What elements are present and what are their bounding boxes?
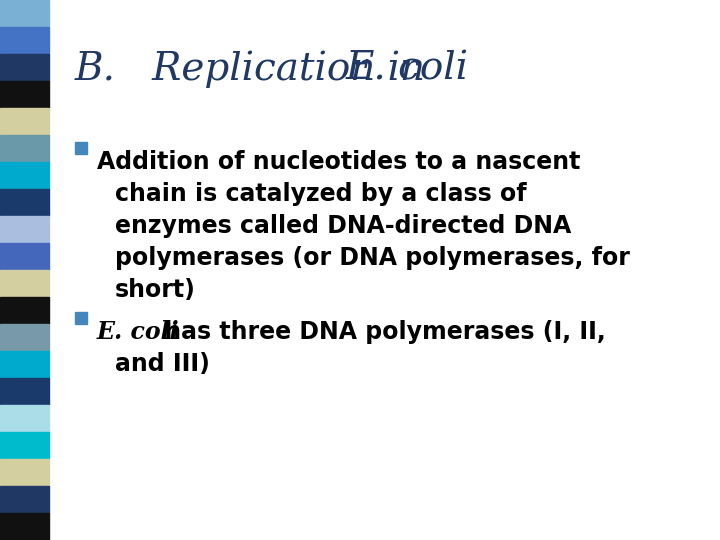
Bar (0, 459, 49, 486)
Bar (0, 351, 49, 378)
Text: B.   Replication in: B. Replication in (75, 50, 438, 87)
Bar (75, 312, 87, 324)
Bar (0, 108, 49, 135)
Text: chain is catalyzed by a class of: chain is catalyzed by a class of (115, 182, 526, 206)
Text: polymerases (or DNA polymerases, for: polymerases (or DNA polymerases, for (115, 246, 630, 270)
Bar (0, 216, 49, 243)
Bar (0, 513, 49, 540)
Bar (0, 162, 49, 189)
Text: Addition of nucleotides to a nascent: Addition of nucleotides to a nascent (97, 150, 580, 174)
Bar (0, 270, 49, 297)
Bar (0, 54, 49, 81)
Text: and III): and III) (115, 352, 210, 376)
Bar (0, 324, 49, 351)
Bar (0, 27, 49, 54)
Text: E. coli: E. coli (97, 320, 179, 344)
Text: short): short) (115, 278, 196, 302)
Bar (0, 0, 49, 27)
Bar (0, 81, 49, 108)
Text: E. coli: E. coli (346, 50, 469, 87)
Bar (0, 405, 49, 432)
Bar (75, 142, 87, 154)
Bar (0, 297, 49, 324)
Text: has three DNA polymerases (I, II,: has three DNA polymerases (I, II, (156, 320, 606, 344)
Text: enzymes called DNA-directed DNA: enzymes called DNA-directed DNA (115, 214, 571, 238)
Bar (0, 486, 49, 513)
Bar (0, 432, 49, 459)
Bar (0, 378, 49, 405)
Bar (0, 135, 49, 162)
Bar (0, 189, 49, 216)
Bar (0, 243, 49, 270)
